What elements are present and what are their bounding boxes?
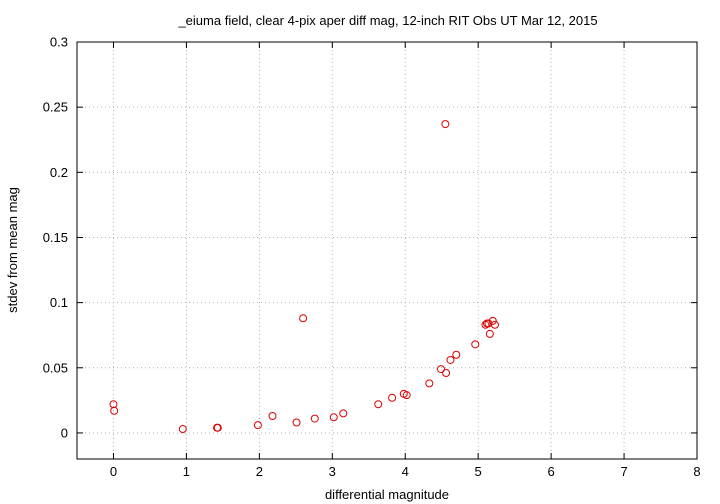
plot-frame — [76, 41, 698, 460]
data-point — [425, 379, 434, 388]
axis-ticks: 0 1 2 3 4 5 6 7 8 0 0.05 0.1 0.15 0.2 0.25 0.3 — [43, 35, 701, 480]
data-point — [488, 316, 497, 325]
y-tick-label: 0.2 — [50, 165, 68, 180]
y-tick-label: 0 — [61, 425, 68, 440]
data-point — [339, 409, 348, 418]
x-axis-label: differential magnitude — [325, 487, 449, 502]
y-axis-label: stdev from mean mag — [5, 187, 20, 313]
data-point — [178, 425, 187, 434]
x-tick-label: 3 — [329, 464, 336, 479]
data-point — [268, 411, 277, 420]
y-tick-label: 0.3 — [50, 35, 68, 50]
data-point — [485, 329, 494, 338]
data-point — [310, 414, 319, 423]
data-point — [471, 340, 480, 349]
data-point — [253, 421, 262, 430]
data-point — [110, 406, 119, 415]
x-tick-label: 5 — [475, 464, 482, 479]
data-point — [452, 350, 461, 359]
data-point — [329, 413, 338, 422]
x-tick-label: 7 — [620, 464, 627, 479]
x-tick-label: 6 — [548, 464, 555, 479]
x-tick-label: 4 — [402, 464, 409, 479]
data-point — [213, 423, 222, 432]
data-points — [109, 120, 499, 434]
data-point — [436, 365, 445, 374]
data-point — [388, 393, 397, 402]
data-point — [442, 368, 451, 377]
data-point — [490, 320, 499, 329]
x-tick-label: 2 — [256, 464, 263, 479]
y-tick-label: 0.15 — [43, 230, 68, 245]
data-point — [292, 418, 301, 427]
grid-lines — [77, 42, 697, 459]
data-point — [374, 400, 383, 409]
x-tick-label: 1 — [183, 464, 190, 479]
y-tick-label: 0.05 — [43, 360, 68, 375]
data-point — [441, 120, 450, 129]
x-tick-label: 0 — [110, 464, 117, 479]
data-point — [299, 314, 308, 323]
data-point — [402, 391, 411, 400]
y-tick-label: 0.1 — [50, 295, 68, 310]
chart-title: _eiuma field, clear 4-pix aper diff mag,… — [177, 13, 597, 28]
x-tick-label: 8 — [693, 464, 700, 479]
y-tick-label: 0.25 — [43, 100, 68, 115]
data-point — [446, 355, 455, 364]
